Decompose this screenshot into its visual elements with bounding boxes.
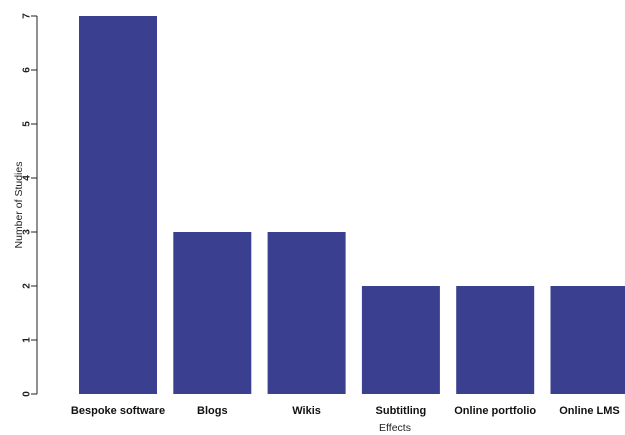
x-axis-title: Effects — [379, 422, 411, 434]
bar-subtitling — [361, 286, 440, 394]
y-tick-label: 1 — [22, 337, 33, 343]
y-tick-label: 4 — [22, 175, 33, 181]
y-tick-label: 5 — [22, 121, 33, 127]
y-tick-label: 0 — [22, 391, 33, 397]
bar-online-lms — [550, 286, 625, 394]
y-axis-title: Number of Studies — [13, 162, 25, 249]
y-tick-label: 6 — [22, 67, 33, 73]
bar-online-portfolio — [456, 286, 535, 394]
bars — [79, 16, 625, 394]
x-axis-labels: Bespoke software Blogs Wikis Subtitling Onli… — [71, 405, 620, 417]
x-tick-label: Bespoke software — [71, 405, 165, 417]
y-axis: 0 1 2 3 4 5 6 7 — [22, 13, 38, 397]
x-tick-label: Online LMS — [559, 405, 620, 417]
bar-bespoke-software — [79, 16, 157, 394]
bar-wikis — [267, 232, 346, 394]
x-tick-label: Online portfolio — [454, 405, 536, 417]
bar-blogs — [173, 232, 252, 394]
y-tick-label: 3 — [22, 229, 33, 235]
x-tick-label: Blogs — [197, 405, 228, 417]
x-tick-label: Subtitling — [376, 405, 427, 417]
y-tick-label: 2 — [22, 283, 33, 289]
y-tick-label: 7 — [22, 13, 33, 19]
x-tick-label: Wikis — [292, 405, 321, 417]
